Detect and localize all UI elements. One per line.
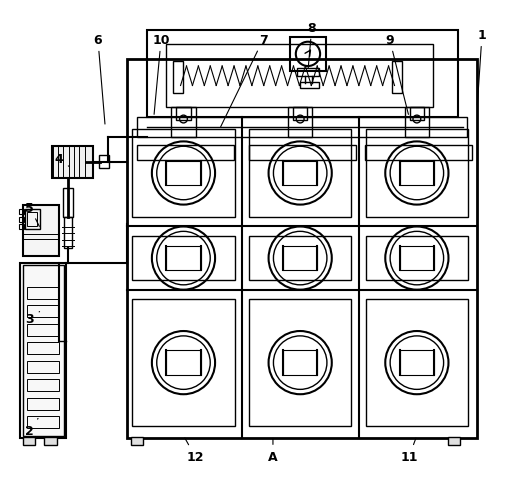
Bar: [45, 437, 57, 446]
Bar: [166, 162, 200, 186]
Bar: [127, 60, 477, 438]
Bar: [173, 62, 183, 94]
Bar: [22, 437, 34, 446]
Bar: [166, 246, 200, 271]
Bar: [27, 343, 59, 355]
Bar: [22, 266, 64, 436]
Bar: [405, 108, 429, 137]
Bar: [131, 437, 143, 446]
Text: 5: 5: [25, 201, 40, 227]
Bar: [132, 130, 235, 217]
Bar: [297, 69, 319, 77]
Bar: [63, 188, 73, 217]
Bar: [99, 156, 109, 169]
Bar: [300, 83, 319, 89]
Bar: [27, 416, 59, 428]
Text: 12: 12: [185, 438, 204, 463]
Bar: [366, 237, 468, 281]
Bar: [366, 300, 468, 426]
Bar: [27, 379, 59, 391]
Bar: [25, 210, 40, 229]
Bar: [64, 217, 71, 249]
Bar: [392, 62, 402, 94]
Bar: [19, 210, 24, 215]
Bar: [20, 264, 66, 438]
Bar: [147, 30, 458, 118]
Text: 2: 2: [25, 419, 38, 437]
Text: 8: 8: [308, 21, 316, 69]
Bar: [283, 351, 317, 375]
Bar: [166, 351, 200, 375]
Bar: [137, 146, 234, 161]
Bar: [249, 237, 351, 281]
Bar: [166, 45, 433, 108]
Bar: [400, 246, 434, 271]
Bar: [22, 205, 59, 256]
Bar: [366, 146, 473, 161]
Bar: [27, 361, 59, 373]
Text: 3: 3: [25, 312, 40, 325]
Bar: [410, 108, 424, 120]
Bar: [132, 300, 235, 426]
Text: 7: 7: [221, 34, 268, 127]
Bar: [27, 305, 59, 318]
Bar: [283, 162, 317, 186]
Bar: [288, 108, 312, 137]
Bar: [176, 108, 191, 120]
Text: A: A: [268, 438, 278, 463]
Bar: [448, 437, 460, 446]
Bar: [283, 246, 317, 271]
Bar: [137, 118, 467, 137]
Text: 4: 4: [55, 153, 69, 167]
Text: 10: 10: [153, 34, 170, 115]
Bar: [249, 300, 351, 426]
Text: 9: 9: [385, 34, 409, 115]
Bar: [27, 212, 37, 227]
Bar: [19, 224, 24, 229]
Bar: [248, 146, 355, 161]
Bar: [27, 324, 59, 336]
Bar: [27, 398, 59, 410]
Bar: [366, 130, 468, 217]
Bar: [293, 108, 307, 120]
Bar: [19, 217, 24, 222]
Text: 6: 6: [94, 34, 105, 125]
Bar: [171, 108, 196, 137]
Bar: [27, 287, 59, 299]
Bar: [249, 130, 351, 217]
Bar: [290, 38, 327, 72]
Bar: [400, 162, 434, 186]
Bar: [132, 237, 235, 281]
Bar: [52, 147, 93, 179]
Text: 11: 11: [401, 438, 418, 463]
Text: 1: 1: [478, 29, 486, 105]
Bar: [400, 351, 434, 375]
